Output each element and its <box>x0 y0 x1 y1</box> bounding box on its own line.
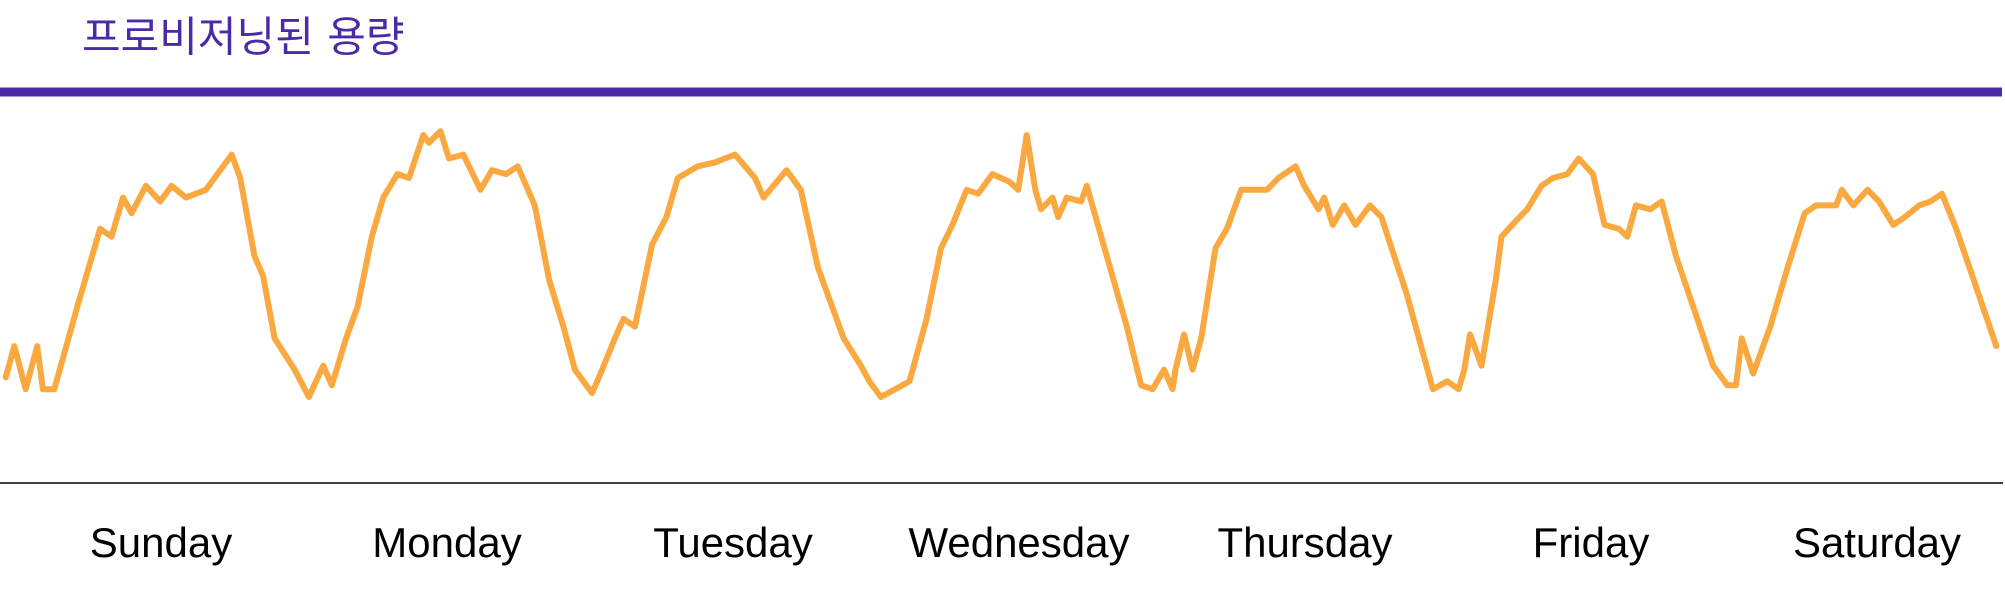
x-tick-label: Saturday <box>1793 519 1961 566</box>
chart-title: 프로비저닝된 용량 <box>82 13 404 62</box>
demand-line <box>2 128 2000 400</box>
x-tick-label: Monday <box>372 519 521 566</box>
x-tick-label: Thursday <box>1217 519 1392 566</box>
x-tick-label: Friday <box>1533 519 1650 566</box>
x-tick-label: Tuesday <box>653 519 813 566</box>
x-tick-label: Sunday <box>90 519 232 566</box>
x-tick-label: Wednesday <box>908 519 1129 566</box>
